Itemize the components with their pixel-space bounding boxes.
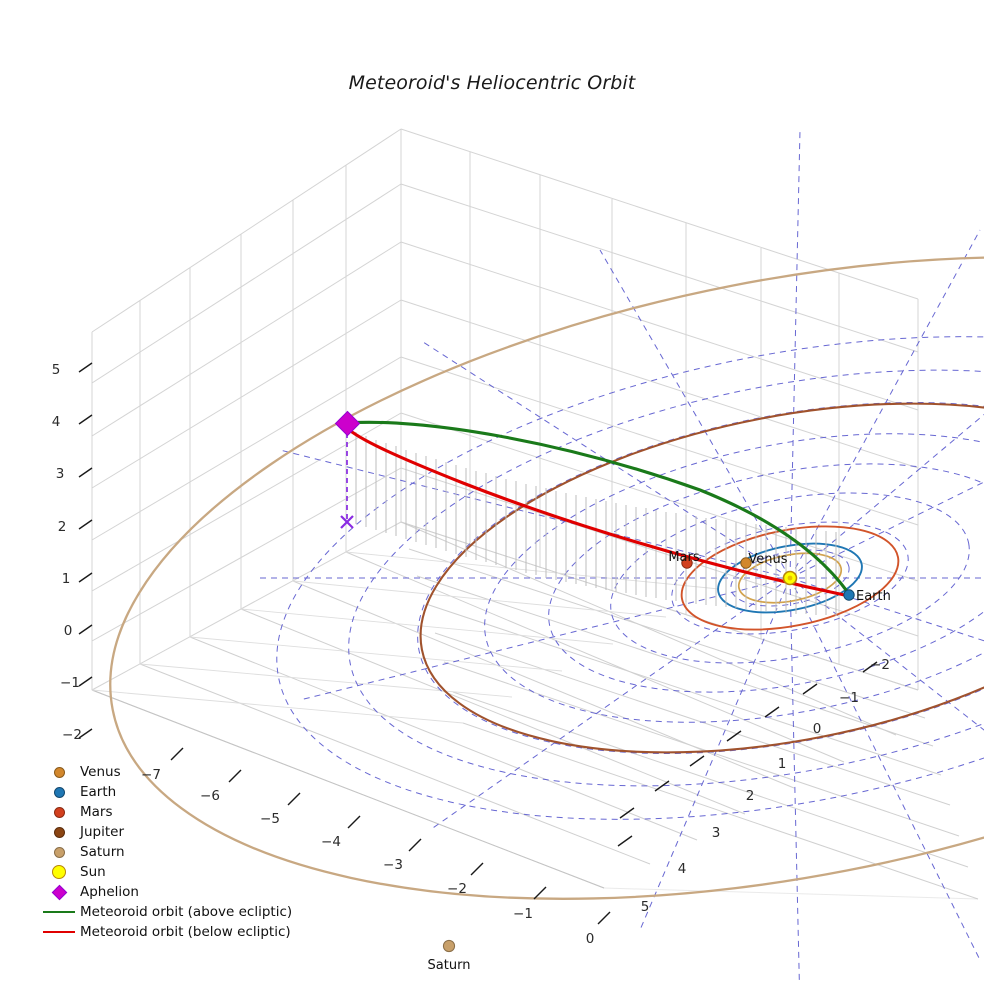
x-tick-1: −6 [200, 788, 220, 804]
x-tick-2: −5 [260, 811, 280, 827]
sun-marker-core [787, 575, 793, 581]
legend-label-saturn: Saturn [80, 844, 125, 860]
y-tick-4: 2 [746, 788, 755, 804]
x-tick-6: −1 [513, 906, 533, 922]
y-tick-5: 3 [712, 825, 721, 841]
legend-label-sun: Sun [80, 864, 106, 880]
legend[interactable]: Venus Earth Mars Jupiter Saturn [38, 762, 292, 942]
axis-ticks-y [617, 661, 878, 847]
green-line-icon [38, 902, 80, 922]
x-tick-4: −3 [383, 857, 403, 873]
polar-grid [260, 129, 984, 984]
x-tick-7: 0 [586, 931, 595, 947]
saturn-orbit [109, 256, 984, 900]
venus-marker [740, 557, 752, 569]
legend-label-orbit-above: Meteoroid orbit (above ecliptic) [80, 904, 293, 920]
aphelion-group [334, 410, 361, 529]
body-markers [442, 557, 855, 953]
y-tick-1: −1 [839, 690, 859, 706]
legend-item-orbit-below[interactable]: Meteoroid orbit (below ecliptic) [38, 922, 291, 942]
label-mars: Mars [668, 550, 700, 565]
y-tick-6: 4 [678, 861, 687, 877]
legend-item-earth[interactable]: Earth [38, 782, 288, 802]
legend-item-aphelion[interactable]: Aphelion [38, 882, 288, 902]
legend-label-mars: Mars [80, 804, 113, 820]
axis-ticks-x [170, 747, 611, 925]
meteoroid-orbit-above-ecliptic [345, 420, 851, 596]
legend-label-jupiter: Jupiter [80, 824, 125, 840]
aphelion-projection-x [340, 515, 354, 529]
saturn-dot-icon [38, 842, 80, 862]
jupiter-dot-icon [38, 822, 80, 842]
venus-dot-icon [38, 762, 80, 782]
mars-dot-icon [38, 802, 80, 822]
x-axis-tick-labels: −7 −6 −5 −4 −3 −2 −1 0 [141, 767, 594, 947]
label-earth: Earth [856, 589, 891, 604]
legend-label-aphelion: Aphelion [80, 884, 139, 900]
z-tick-1: 4 [52, 414, 61, 430]
orbit-projection-stems [355, 432, 837, 616]
aphelion-diamond-icon [38, 882, 80, 902]
earth-dot-icon [38, 782, 80, 802]
pane-grid-back [91, 128, 402, 691]
earth-marker [843, 589, 855, 601]
pane-grid-floor-secondary [91, 551, 720, 724]
legend-item-orbit-above[interactable]: Meteoroid orbit (above ecliptic) [38, 902, 292, 922]
page-title: Meteoroid's Heliocentric Orbit [348, 72, 636, 94]
jupiter-orbit [419, 402, 984, 754]
z-tick-3: 2 [58, 519, 67, 535]
y-tick-0: −2 [870, 657, 890, 673]
z-axis-tick-labels: 5 4 3 2 1 0 −1 −2 [52, 362, 82, 743]
x-tick-5: −2 [447, 881, 467, 897]
y-tick-7: 5 [641, 899, 650, 915]
x-tick-0: −7 [141, 767, 161, 783]
legend-item-saturn[interactable]: Saturn [38, 842, 288, 862]
legend-item-mars[interactable]: Mars [38, 802, 288, 822]
z-tick-6: −1 [60, 675, 80, 691]
y-tick-3: 1 [778, 756, 787, 772]
label-saturn: Saturn [428, 958, 471, 973]
x-tick-3: −4 [321, 834, 341, 850]
legend-label-earth: Earth [80, 784, 117, 800]
meteoroid-orbit [345, 420, 851, 598]
legend-item-venus[interactable]: Venus [38, 762, 288, 782]
meteoroid-orbit-below-ecliptic [345, 426, 851, 598]
saturn-marker [442, 939, 456, 953]
legend-label-orbit-below: Meteoroid orbit (below ecliptic) [80, 924, 291, 940]
pane-grid-right [400, 128, 919, 691]
y-axis-tick-labels: −2 −1 0 1 2 3 4 5 [641, 657, 890, 915]
legend-item-jupiter[interactable]: Jupiter [38, 822, 288, 842]
z-tick-2: 3 [56, 466, 65, 482]
y-tick-2: 0 [813, 721, 822, 737]
z-tick-4: 1 [62, 571, 71, 587]
pane-grid-floor [91, 521, 979, 900]
label-venus: Venus [748, 552, 787, 567]
aphelion-marker [334, 410, 361, 437]
z-tick-0: 5 [52, 362, 61, 378]
mars-marker [681, 557, 693, 569]
z-tick-5: 0 [64, 623, 73, 639]
legend-label-venus: Venus [80, 764, 121, 780]
red-line-icon [38, 922, 80, 942]
z-tick-7: −2 [62, 727, 82, 743]
sun-dot-icon [38, 862, 80, 882]
axis-ticks-z [78, 362, 93, 739]
legend-item-sun[interactable]: Sun [38, 862, 288, 882]
